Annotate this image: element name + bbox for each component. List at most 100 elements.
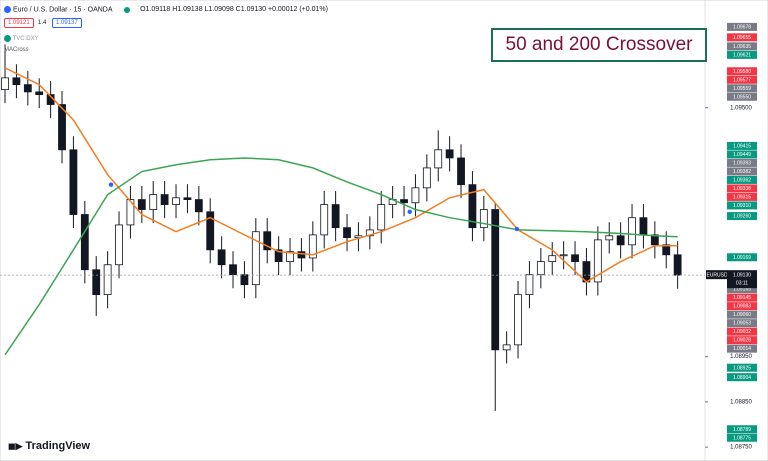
candle-body [571,254,579,262]
price-badge: 1.09382 [727,167,757,176]
price-badge: 1.09032 [727,327,757,336]
price-badge-label: 1.09169 [733,255,751,261]
candle-body [251,231,260,286]
price-badge-bg [727,150,757,159]
price-badge-bg [727,167,757,176]
price-badge-label: 1.09415 [733,144,751,150]
price-badge-bg [727,141,757,150]
candle-body [240,274,249,286]
price-badge: 1.09310 [727,201,757,210]
buy-button[interactable]: 1.09137 [52,18,82,28]
indicator-macross[interactable]: MACross [4,47,29,53]
candle-body [605,235,614,241]
price-badge-label: 1.09014 [733,346,751,352]
price-badge-bg [727,92,757,101]
indicator-dxy[interactable]: TVC:DXY [4,35,39,42]
brand-name: TradingView [25,440,91,452]
price-badge-bg [727,344,757,353]
candle-body [263,231,272,251]
crossover-point [514,226,520,232]
price-badge-label: 1.09028 [733,338,751,344]
price-badge: 1.09678 [727,22,757,31]
candle-body [308,234,317,259]
candle-body [183,197,192,200]
current-price-label: 1.09130 [733,272,751,278]
candle-body [559,254,568,257]
candle-body [593,239,602,283]
price-badge: 1.09550 [727,92,757,101]
candle-body [400,199,408,204]
candle-body [103,264,112,296]
price-badge-bg [727,319,757,328]
price-badge: 1.09635 [727,42,757,51]
candle-body [434,149,443,169]
price-badge: 1.09145 [727,293,757,302]
candle-body [172,197,180,205]
symbol-badge: EURUSD [706,272,728,278]
candle-body [126,199,135,226]
current-price-badge: EURUSD 1.09130 03:11 [706,270,757,289]
price-badge-label: 1.08789 [733,427,751,433]
price-badge-label: 1.09577 [733,77,751,83]
price-badge-bg [727,192,757,201]
symbol-header: Euro / U.S. Dollar · 15 · OANDA O1.09118… [4,6,328,13]
candle-body [35,91,44,95]
price-badge: 1.09415 [727,141,757,150]
brand-logo[interactable]: ◼▶ TradingView [8,440,90,452]
price-badge-label: 1.09165 [733,287,751,293]
price-badge-label: 1.09145 [733,295,751,301]
candle-body [137,199,146,210]
candle-body [650,234,659,246]
price-badge-label: 1.09550 [733,94,751,100]
price-badge-bg [727,75,757,84]
y-tick-label: 1.08750 [730,445,752,451]
price-badge-label: 1.09393 [733,161,751,167]
candle-body [411,187,420,204]
symbol-title[interactable]: Euro / U.S. Dollar · 15 · OANDA [12,6,113,14]
candle-body [1,77,9,91]
price-badge-bg [727,302,757,311]
price-badge-label: 1.08775 [733,435,751,441]
price-badge-bg [727,363,757,372]
candle-body [206,211,215,251]
annotation: 50 and 200 Crossover [491,28,707,62]
candle-body [217,249,226,266]
price-badge: 1.09580 [727,67,757,76]
price-badge: 1.09393 [727,158,757,167]
candle-body [115,224,123,266]
price-badge: 1.09060 [727,310,757,319]
price-badge-label: 1.09338 [733,186,751,192]
sell-button[interactable]: 1.09121 [4,18,34,28]
price-badge-bg [727,184,757,193]
indicator-label: TVC:DXY [12,36,39,43]
candle-body [616,235,625,246]
price-badge-bg [727,42,757,51]
candle-body [514,294,522,346]
price-badge-bg [727,33,757,42]
price-badge-label: 1.08925 [733,365,751,371]
candle-body [502,344,511,351]
price-badge-label: 1.09580 [733,69,751,75]
price-badge-bg [727,201,757,210]
crossover-point [108,182,114,187]
moving-average-line [4,67,678,283]
price-badge-label: 1.09635 [733,44,751,50]
candle-body [194,199,203,213]
price-badge-label: 1.09678 [733,24,751,30]
candle-body [468,184,477,229]
candle-body [149,194,158,210]
moving-average-line [4,157,678,356]
candle-body [23,84,32,93]
market-status [124,6,131,13]
price-badge-label: 1.09053 [733,321,751,327]
price-badge: 1.09315 [727,192,757,201]
ohlc: O1.09118 H1.09138 L1.09098 C1.09130 +0.0… [140,6,328,14]
price-badge: 1.09621 [727,50,757,59]
candle-body [639,217,648,236]
price-badge: 1.09362 [727,175,757,184]
price-badge-label: 1.09382 [733,169,751,175]
price-badge-label: 1.09032 [733,329,751,335]
price-badge-bg [727,22,757,31]
price-badge: 1.09165 [727,285,757,294]
